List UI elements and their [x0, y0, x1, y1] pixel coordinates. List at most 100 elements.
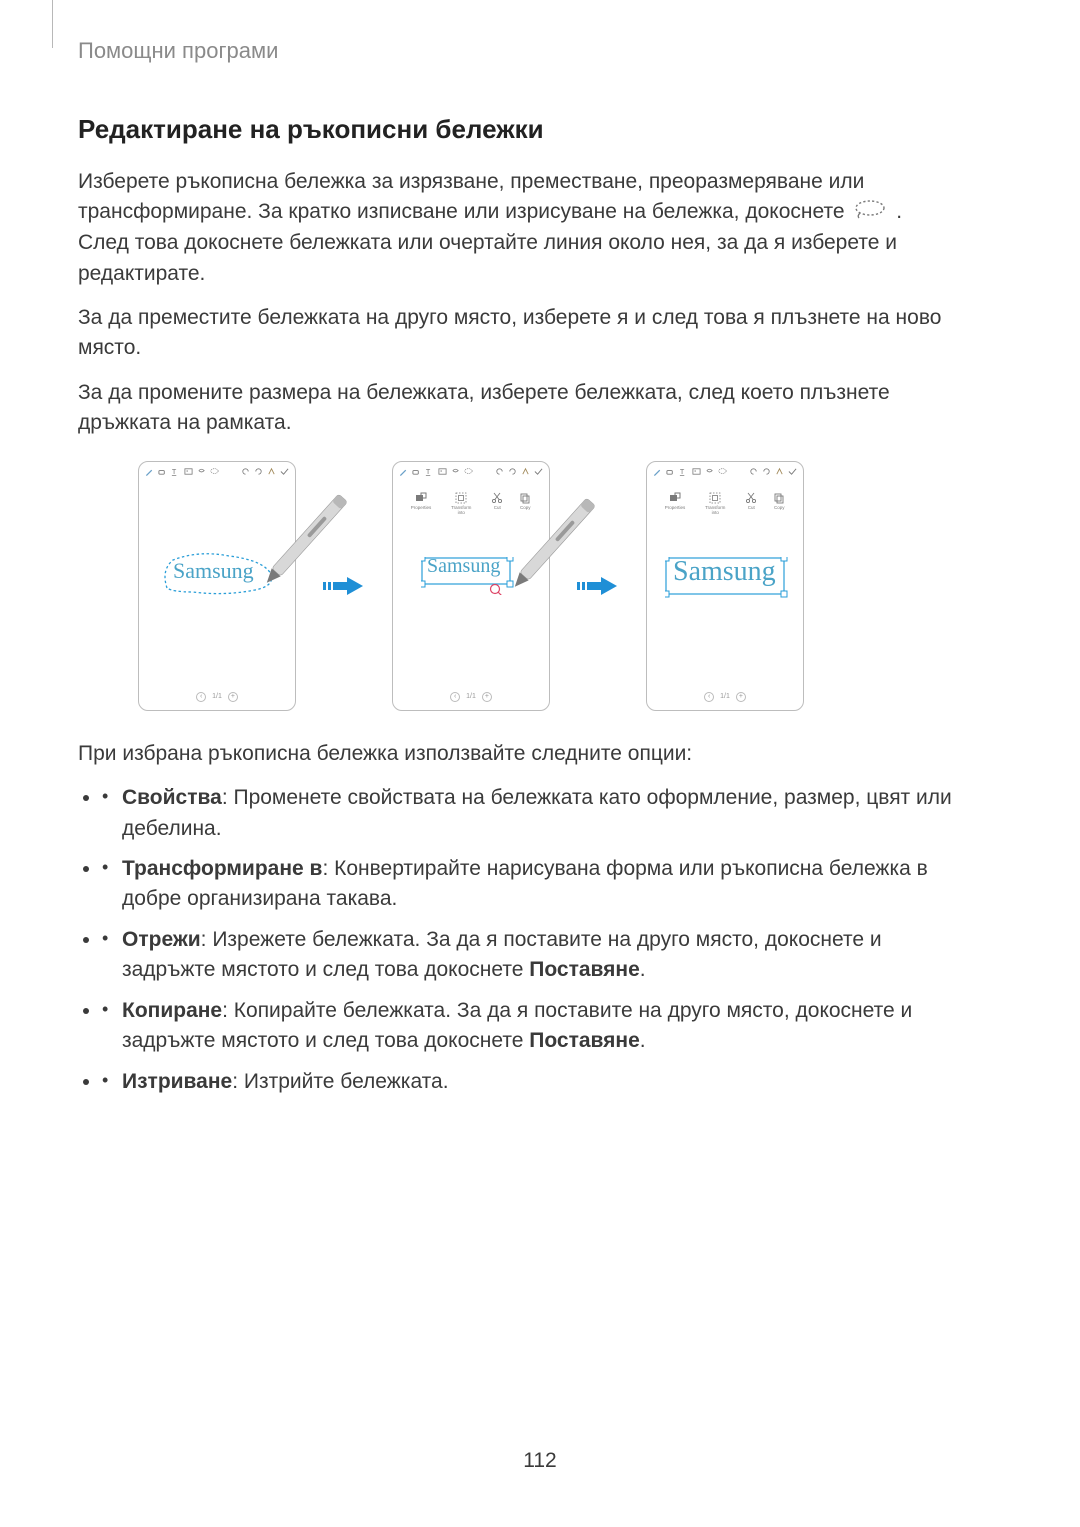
svg-text:T: T [426, 467, 431, 476]
lasso-toolbar-icon [718, 467, 727, 476]
bullet-properties: Свойства: Променете свойствата на бележк… [102, 783, 958, 844]
bullet-copy: Копиране: Копирайте бележката. За да я п… [102, 996, 958, 1057]
screenshot-toolbar: T [139, 462, 295, 480]
properties-icon [415, 492, 427, 504]
option-properties: Properties [665, 492, 686, 516]
bullet-term: Изтриване [122, 1070, 232, 1093]
undo-icon [495, 467, 504, 476]
image-icon [438, 467, 447, 476]
selection-option-bar: Properties Transform into Cut Copy [647, 492, 803, 516]
pager-prev: ‹ [450, 692, 460, 702]
breadcrumb: Помощни програми [78, 38, 278, 64]
bullet-tail-after: . [640, 958, 646, 981]
screenshot-toolbar: T [647, 462, 803, 480]
pager-prev: ‹ [704, 692, 714, 702]
pager: ‹ 1/1 + [647, 692, 803, 702]
eraser-icon [412, 467, 421, 476]
bullet-text: : Изрежете бележката. За да я поставите … [122, 928, 882, 981]
undo-icon [749, 467, 758, 476]
bullet-text: : Изтрийте бележката. [232, 1070, 448, 1093]
paragraph-2: За да преместите бележката на друго мяст… [78, 303, 958, 364]
check-icon [280, 467, 289, 476]
toolbar-right-group [241, 467, 289, 476]
lasso-toolbar-icon [464, 467, 473, 476]
eraser-icon [158, 467, 167, 476]
bullet-tail-bold: Поставяне [529, 958, 640, 981]
properties-icon [669, 492, 681, 504]
transform-icon [709, 492, 721, 504]
toolbar-right-group [495, 467, 543, 476]
pen-icon [145, 467, 154, 476]
page-number: 112 [0, 1449, 1080, 1473]
option-label: Cut [748, 506, 755, 511]
pager-next: + [482, 692, 492, 702]
handwriting-area-enlarged: Samsung [665, 557, 789, 606]
option-label: Copy [774, 506, 785, 511]
toolbar-left-group: T [145, 467, 219, 476]
undo-icon [241, 467, 250, 476]
bullet-tail-after: . [640, 1029, 646, 1052]
bullet-term: Свойства [122, 786, 222, 809]
option-label: Transform into [701, 506, 729, 516]
text-icon: T [171, 467, 180, 476]
toolbar-left-group: T [399, 467, 473, 476]
option-transform: Transform into [447, 492, 475, 516]
option-label: Transform into [447, 506, 475, 516]
handwriting-text: Samsung [673, 556, 776, 588]
pen-icon [653, 467, 662, 476]
image-icon [184, 467, 193, 476]
pager-next: + [736, 692, 746, 702]
bullet-term: Трансформиране в [122, 857, 322, 880]
section-heading: Редактиране на ръкописни бележки [78, 114, 958, 145]
pager: ‹ 1/1 + [139, 692, 295, 702]
stylus-overlay-1 [238, 479, 368, 614]
svg-text:T: T [680, 467, 685, 476]
toolbar-left-group: T [653, 467, 727, 476]
cut-icon [745, 492, 757, 504]
option-transform: Transform into [701, 492, 729, 516]
pager-next: + [228, 692, 238, 702]
svg-text:T: T [172, 467, 177, 476]
toolbar-right-group [749, 467, 797, 476]
pager-text: 1/1 [720, 693, 730, 700]
screenshot-step-3: T Properties [646, 461, 804, 711]
voice-icon [705, 467, 714, 476]
bullet-transform: Трансформиране в: Конвертирайте нарисува… [102, 854, 958, 915]
voice-icon [451, 467, 460, 476]
bullet-term: Копиране [122, 999, 222, 1022]
margin-rule [52, 0, 53, 48]
redo-icon [508, 467, 517, 476]
option-copy: Copy [773, 492, 785, 516]
voice-icon [197, 467, 206, 476]
copy-icon [773, 492, 785, 504]
option-properties: Properties [411, 492, 432, 516]
stylus-overlay-2 [486, 483, 616, 618]
pen-icon [399, 467, 408, 476]
redo-icon [762, 467, 771, 476]
bullet-cut: Отрежи: Изрежете бележката. За да я пост… [102, 925, 958, 986]
redo-icon [254, 467, 263, 476]
more-icon [267, 467, 276, 476]
lasso-toolbar-icon [210, 467, 219, 476]
paragraph-3: За да промените размера на бележката, из… [78, 378, 958, 439]
transform-icon [455, 492, 467, 504]
pager-text: 1/1 [212, 693, 222, 700]
option-label: Properties [665, 506, 686, 511]
pager-text: 1/1 [466, 693, 476, 700]
paragraph-1a: Изберете ръкописна бележка за изрязване,… [78, 170, 864, 223]
screenshot-toolbar: T [393, 462, 549, 480]
more-icon [775, 467, 784, 476]
option-cut: Cut [745, 492, 757, 516]
pager: ‹ 1/1 + [393, 692, 549, 702]
option-label: Properties [411, 506, 432, 511]
bullet-term: Отрежи [122, 928, 201, 951]
eraser-icon [666, 467, 675, 476]
bullet-tail-bold: Поставяне [529, 1029, 640, 1052]
pager-prev: ‹ [196, 692, 206, 702]
options-bullet-list: Свойства: Променете свойствата на бележк… [78, 783, 958, 1097]
text-icon: T [679, 467, 688, 476]
bullet-text: : Копирайте бележката. За да я поставите… [122, 999, 912, 1052]
bullet-delete: Изтриване: Изтрийте бележката. [102, 1067, 958, 1097]
check-icon [788, 467, 797, 476]
check-icon [534, 467, 543, 476]
